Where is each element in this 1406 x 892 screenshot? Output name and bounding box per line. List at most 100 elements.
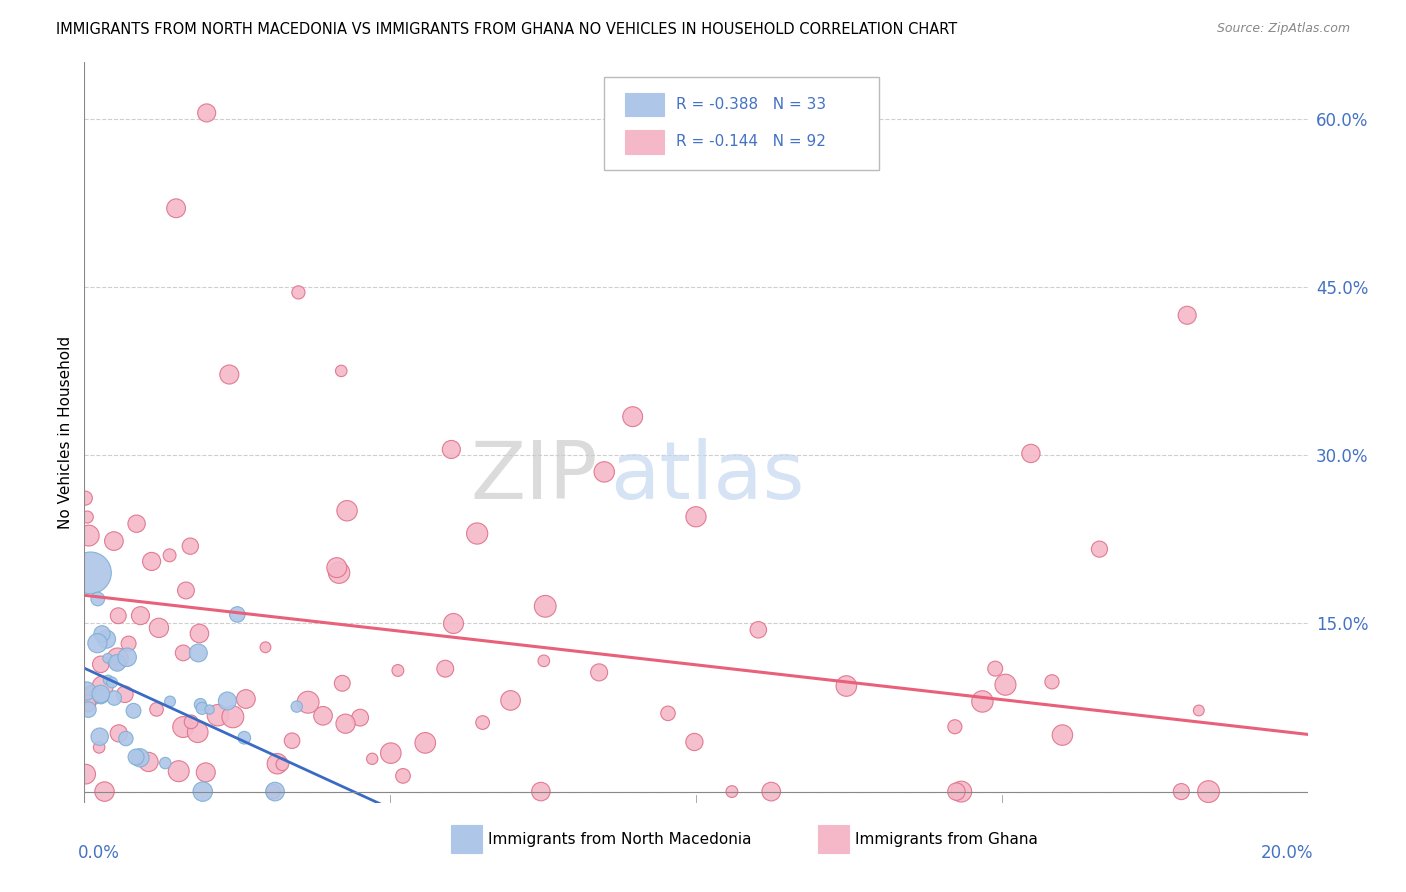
Point [1175,308,1198,322]
Point [148,621,170,635]
Text: IMMIGRANTS FROM NORTH MACEDONIA VS IMMIGRANTS FROM GHANA NO VEHICLES IN HOUSEHOL: IMMIGRANTS FROM NORTH MACEDONIA VS IMMIG… [56,22,957,37]
Text: atlas: atlas [610,438,804,516]
Point [89,730,111,744]
Point [104,653,127,667]
Point [79,688,101,702]
Point [194,765,217,780]
Text: Immigrants from Ghana: Immigrants from Ghana [855,831,1038,847]
Point [335,716,357,731]
Point [972,694,994,708]
Point [172,646,194,660]
Point [107,608,129,623]
Point [155,756,177,770]
Point [115,731,138,746]
Bar [626,93,664,117]
Point [115,650,138,665]
Point [179,539,201,553]
Point [96,632,118,647]
Point [328,566,350,580]
Point [326,560,349,574]
Point [287,285,309,300]
Point [312,708,335,723]
Point [945,784,967,798]
Point [349,711,371,725]
Point [77,528,100,542]
Point [1019,446,1042,460]
Point [387,664,409,678]
Point [125,516,148,531]
Point [76,684,98,698]
Point [533,654,555,668]
Point [499,693,522,707]
Point [218,368,240,382]
Point [534,599,557,614]
Point [77,702,100,716]
Point [93,784,115,798]
Point [87,592,110,607]
Point [75,491,97,505]
Point [90,689,112,703]
Point [285,699,308,714]
Point [114,687,136,701]
Point [82,688,104,702]
Point [107,651,129,665]
Point [336,504,359,518]
Point [1188,704,1211,718]
Point [187,725,209,739]
Point [75,767,97,781]
Point [235,692,257,706]
Point [217,694,239,708]
Point [950,784,973,798]
Point [1040,674,1063,689]
Point [188,626,211,640]
Point [657,706,679,721]
Point [190,698,212,712]
Point [440,442,463,457]
Point [90,687,112,701]
Point [129,608,152,623]
Point [195,106,218,120]
Point [747,623,769,637]
Point [1088,542,1111,557]
Point [984,662,1007,676]
Point [141,554,163,568]
Point [86,636,108,650]
Point [254,640,277,655]
Point [721,784,744,798]
Point [105,656,128,670]
Bar [451,825,482,853]
Bar [818,825,849,853]
FancyBboxPatch shape [605,78,880,169]
Point [107,726,129,740]
Point [266,756,288,771]
Text: Source: ZipAtlas.com: Source: ZipAtlas.com [1216,22,1350,36]
Point [138,755,160,769]
Point [198,702,221,716]
Point [122,704,145,718]
Y-axis label: No Vehicles in Household: No Vehicles in Household [58,336,73,529]
Point [180,714,202,729]
Point [392,769,415,783]
Point [145,702,167,716]
Text: 0.0%: 0.0% [79,844,120,862]
Point [174,583,197,598]
Point [443,616,465,631]
Point [87,740,110,755]
Point [129,751,152,765]
Point [683,735,706,749]
Point [264,784,287,798]
Text: Immigrants from North Macedonia: Immigrants from North Macedonia [488,831,752,847]
Point [1052,728,1074,742]
Text: ZIP: ZIP [471,438,598,516]
Point [172,720,194,734]
Point [233,731,256,745]
Text: R = -0.388   N = 33: R = -0.388 N = 33 [676,97,827,112]
Point [621,409,644,424]
Point [97,673,120,687]
Point [530,784,553,798]
Point [465,526,488,541]
Point [165,201,187,215]
Point [330,676,353,690]
Point [361,752,384,766]
Point [159,694,181,708]
